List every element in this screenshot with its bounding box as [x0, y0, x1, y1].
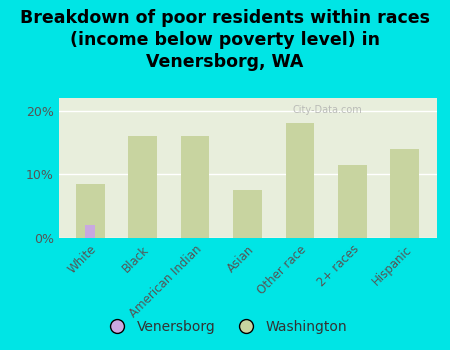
- Legend: Venersborg, Washington: Venersborg, Washington: [98, 314, 352, 340]
- Text: Breakdown of poor residents within races
(income below poverty level) in
Venersb: Breakdown of poor residents within races…: [20, 9, 430, 71]
- Bar: [233, 190, 262, 238]
- Bar: [128, 136, 157, 238]
- Bar: [338, 165, 367, 238]
- Bar: [86, 225, 95, 238]
- Bar: [286, 124, 315, 238]
- Bar: [76, 184, 104, 238]
- Bar: [391, 149, 419, 238]
- Text: City-Data.com: City-Data.com: [293, 105, 363, 115]
- Bar: [180, 136, 209, 238]
